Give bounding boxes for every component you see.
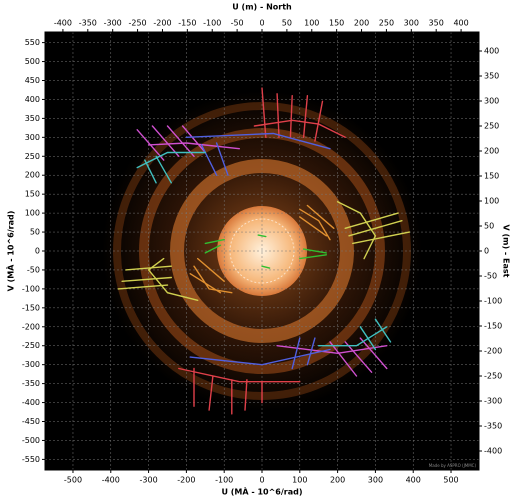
y-tick-label: -500 <box>22 436 40 445</box>
y2-tick-label: 50 <box>484 222 494 231</box>
x-tick-label: -100 <box>215 476 233 485</box>
uv-track <box>178 87 346 415</box>
y2-tick-label: 400 <box>484 47 499 56</box>
y-tick-label: -150 <box>22 303 40 312</box>
y2-tick-label: 300 <box>484 97 499 106</box>
y-tick-label: -200 <box>22 322 40 331</box>
y2-tick-label: 100 <box>484 197 499 206</box>
x2-tick-label: 100 <box>304 19 319 28</box>
y2-tick-label: -50 <box>484 272 497 281</box>
y-tick-label: 350 <box>25 114 40 123</box>
x-tick-label: -500 <box>64 476 82 485</box>
x2-tick-label: -150 <box>178 19 196 28</box>
y-tick-label: 100 <box>25 209 40 218</box>
x-tick-label: 100 <box>292 476 307 485</box>
y-tick-label: 50 <box>30 228 40 237</box>
y2-axis-label: V (m) - East <box>502 225 511 278</box>
x2-tick-label: 350 <box>429 19 444 28</box>
y2-tick-label: -150 <box>484 322 502 331</box>
y-tick-label: 550 <box>25 38 40 47</box>
y2-tick-label: -200 <box>484 347 502 356</box>
x2-tick-label: 300 <box>404 19 419 28</box>
y-tick-label: 400 <box>25 95 40 104</box>
x2-tick-label: -350 <box>79 19 97 28</box>
x2-tick-label: 200 <box>354 19 369 28</box>
x-tick-label: -400 <box>102 476 120 485</box>
y2-tick-label: 200 <box>484 147 499 156</box>
y-tick-label: -350 <box>22 379 40 388</box>
y2-tick-label: -400 <box>484 447 502 456</box>
x2-axis-label: U (m) - North <box>232 3 292 12</box>
y-tick-label: -550 <box>22 455 40 464</box>
x2-tick-label: -100 <box>203 19 221 28</box>
y-tick-label: -100 <box>22 284 40 293</box>
y-tick-label: -300 <box>22 360 40 369</box>
x2-tick-label: 0 <box>259 19 264 28</box>
x2-tick-label: -400 <box>54 19 72 28</box>
y-axis-label: V (MÀ - 10^6/rad) <box>5 211 16 292</box>
x-tick-label: -300 <box>140 476 158 485</box>
x-tick-label: 300 <box>368 476 383 485</box>
x2-tick-label: 400 <box>453 19 468 28</box>
uv-tracks <box>117 87 411 415</box>
y-tick-label: -50 <box>27 265 40 274</box>
y2-tick-label: 150 <box>484 172 499 181</box>
y-tick-label: 250 <box>25 152 40 161</box>
x-axis-label: U (MÀ - 10^6/rad) <box>221 486 302 497</box>
x-tick-label: -200 <box>177 476 195 485</box>
x2-tick-label: 150 <box>329 19 344 28</box>
y2-tick-label: -100 <box>484 297 502 306</box>
y-tick-label: 450 <box>25 76 40 85</box>
y-tick-label: 150 <box>25 190 40 199</box>
uv-track <box>117 201 411 301</box>
y2-tick-label: -250 <box>484 372 502 381</box>
x2-tick-label: -250 <box>128 19 146 28</box>
y-tick-label: -250 <box>22 341 40 350</box>
credit: Made by ASPRO (JMMC) <box>429 463 477 468</box>
y2-tick-label: -350 <box>484 422 502 431</box>
y-tick-label: 0 <box>35 247 40 256</box>
x2-tick-label: 50 <box>282 19 292 28</box>
uv-track <box>136 151 392 351</box>
y2-tick-label: 350 <box>484 72 499 81</box>
x2-tick-label: 250 <box>379 19 394 28</box>
x-tick-label: 400 <box>406 476 421 485</box>
x2-tick-label: -50 <box>231 19 244 28</box>
x-tick-label: 200 <box>330 476 345 485</box>
y-tick-label: 300 <box>25 133 40 142</box>
x2-tick-label: -200 <box>153 19 171 28</box>
x-tick-label: 0 <box>259 476 264 485</box>
uv-track <box>185 132 331 370</box>
x2-tick-label: -300 <box>104 19 122 28</box>
y-tick-label: -450 <box>22 417 40 426</box>
y2-tick-label: -300 <box>484 397 502 406</box>
y2-tick-label: 0 <box>484 247 489 256</box>
x-tick-label: 500 <box>443 476 458 485</box>
y-tick-label: 200 <box>25 171 40 180</box>
uv-track <box>189 204 335 294</box>
y-tick-label: -400 <box>22 398 40 407</box>
uv-track <box>204 234 327 269</box>
y2-tick-label: 250 <box>484 122 499 131</box>
uv-track <box>136 125 388 377</box>
y-tick-label: 500 <box>25 57 40 66</box>
